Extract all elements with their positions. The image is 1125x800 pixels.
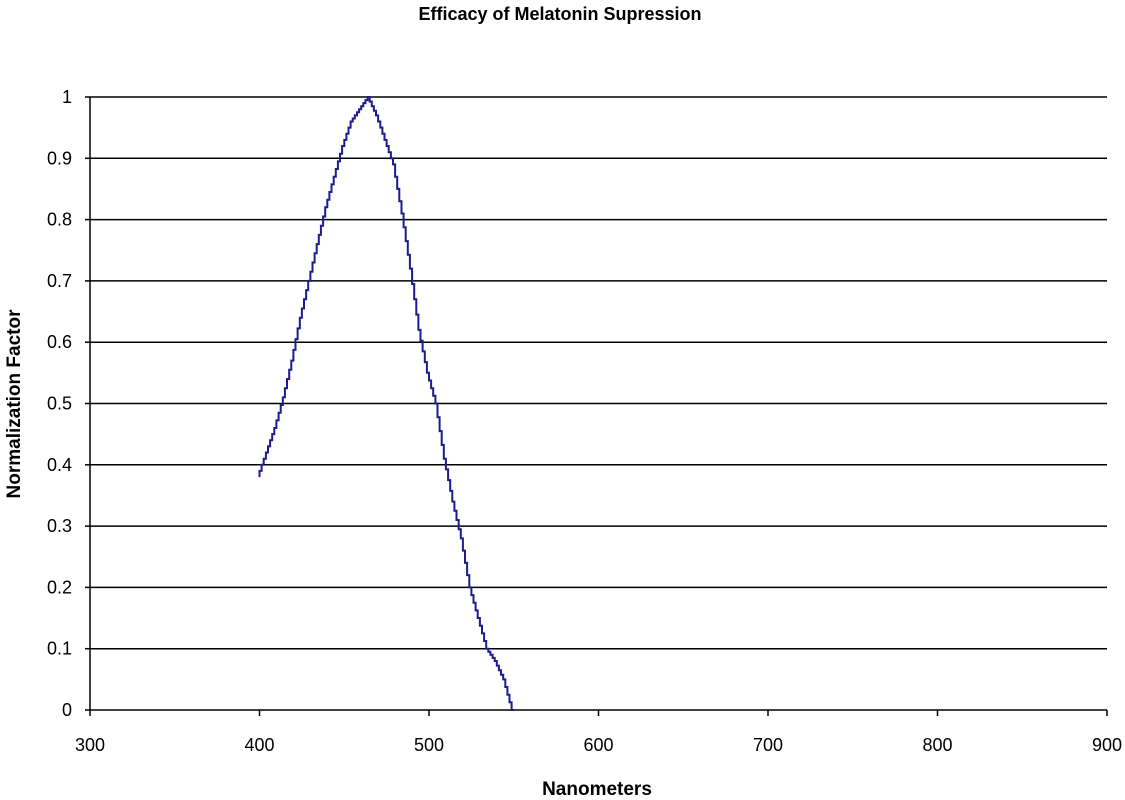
y-axis-label: Normalization Factor [4, 309, 25, 499]
y-tick-label: 0.2 [47, 577, 72, 597]
y-tick-label: 0.9 [47, 148, 72, 168]
x-axis-label: Nanometers [542, 779, 652, 800]
chart-title: Efficacy of Melatonin Supression [418, 4, 701, 24]
y-tick-label: 0.6 [47, 332, 72, 352]
axes [85, 96, 1108, 716]
x-tick-label: 500 [414, 735, 444, 755]
x-tick-label: 400 [244, 735, 274, 755]
y-tick-label: 0 [62, 700, 72, 720]
x-tick-label: 800 [922, 735, 952, 755]
y-tick-labels: 0 0.1 0.2 0.3 0.4 0.5 0.6 0.7 0.8 0.9 1 [47, 87, 72, 720]
y-tick-label: 0.5 [47, 394, 72, 414]
y-tick-label: 0.7 [47, 271, 72, 291]
x-tick-label: 900 [1092, 735, 1122, 755]
y-tick-label: 0.8 [47, 210, 72, 230]
y-tick-label: 0.3 [47, 516, 72, 536]
y-tick-label: 1 [62, 87, 72, 107]
series-layer [258, 96, 514, 711]
x-tick-label: 300 [75, 735, 105, 755]
x-tick-labels: 300 400 500 600 700 800 900 [75, 735, 1122, 755]
x-tick-label: 600 [583, 735, 613, 755]
y-tick-label: 0.4 [47, 455, 72, 475]
x-tick-label: 700 [753, 735, 783, 755]
y-tick-label: 0.1 [47, 639, 72, 659]
gridlines [90, 96, 1107, 650]
